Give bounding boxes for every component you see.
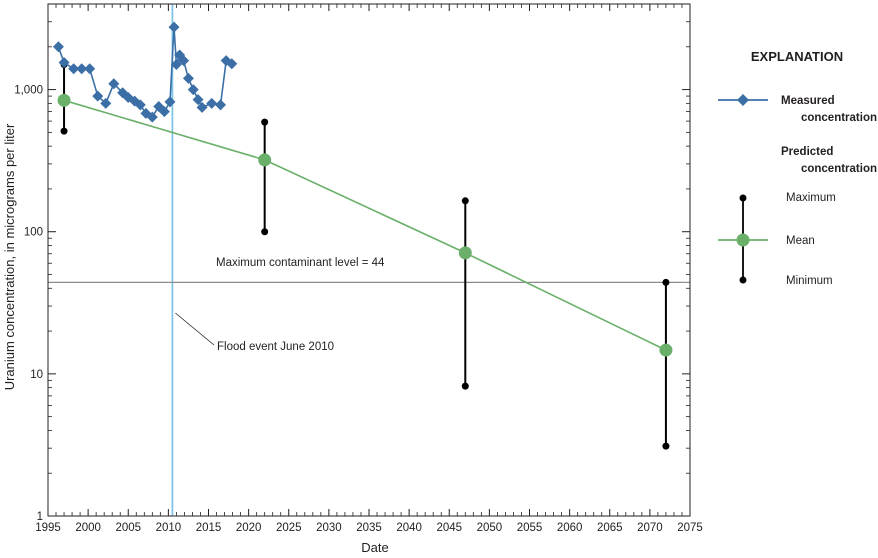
plot-area — [48, 4, 690, 516]
measured-point-17 — [168, 21, 180, 33]
measured-point-7 — [108, 78, 120, 90]
x-tick-label: 2065 — [597, 522, 623, 534]
x-tick-label: 2010 — [156, 522, 182, 534]
y-tick-label: 100 — [24, 227, 43, 239]
predicted-max-point — [461, 197, 469, 205]
measured-point-1 — [58, 57, 70, 69]
y-axis-label: Uranium concentration, in micrograms per… — [2, 123, 17, 390]
legend-mean-label: Mean — [786, 235, 815, 247]
predicted-mean-point-3 — [659, 343, 673, 357]
legend-title: EXPLANATION — [751, 49, 843, 64]
measured-point-3 — [76, 63, 88, 75]
x-tick-label: 2040 — [396, 522, 422, 534]
predicted-mean-point-2 — [458, 246, 472, 260]
legend-measured-label: Measured — [781, 95, 835, 107]
measured-point-20 — [178, 55, 190, 67]
measured-point-18 — [170, 59, 182, 71]
measured-point-2 — [68, 63, 80, 75]
measured-point-21 — [182, 72, 194, 84]
x-tick-label: 2030 — [316, 522, 342, 534]
measured-point-26 — [215, 99, 227, 111]
measured-point-4 — [84, 63, 96, 75]
mcl-label: Maximum contaminant level = 44 — [216, 257, 385, 269]
measured-point-0 — [52, 41, 64, 53]
axes: 1995 2000 2005 2010 2015 2020 2025 2030 2035 2040… — [14, 3, 703, 534]
legend-min-label: Minimum — [786, 275, 833, 287]
x-tick-label: 2055 — [517, 522, 543, 534]
x-tick-label: 2015 — [196, 522, 222, 534]
x-tick-label: 2005 — [115, 522, 141, 534]
measured-point-6 — [100, 97, 112, 109]
flood-event-label: Flood event June 2010 — [217, 341, 334, 353]
measured-point-5 — [92, 90, 104, 102]
predicted-max-point — [662, 278, 670, 286]
measured-point-16 — [164, 96, 176, 108]
predicted-min-point — [461, 382, 469, 390]
x-tick-label: 2025 — [276, 522, 302, 534]
measured-point-22 — [187, 84, 199, 96]
legend-measured-label-2: concentration — [801, 112, 877, 124]
x-tick-label: 2035 — [356, 522, 382, 534]
predicted-mean-line — [63, 99, 667, 351]
y-tick-label: 1,000 — [14, 85, 43, 97]
predicted-max-point — [261, 118, 269, 126]
legend: EXPLANATION Measured concentration Predi… — [718, 49, 877, 287]
x-tick-label: 2075 — [677, 522, 703, 534]
measured-point-11 — [134, 99, 146, 111]
measured-point-8 — [117, 87, 129, 99]
y-tick-label: 10 — [30, 369, 43, 381]
predicted-min-point — [261, 228, 269, 236]
legend-range-symbol — [718, 194, 768, 284]
measured-point-25 — [206, 97, 218, 109]
measured-point-28 — [226, 58, 238, 70]
x-tick-label: 2020 — [236, 522, 262, 534]
y-tick-label: 1 — [37, 511, 43, 523]
x-tick-label: 2000 — [75, 522, 101, 534]
x-tick-label: 2045 — [436, 522, 462, 534]
measured-point-15 — [158, 106, 170, 118]
legend-predicted-label: Predicted — [781, 146, 833, 158]
predicted-min-point — [662, 442, 670, 450]
measured-point-13 — [146, 111, 158, 123]
x-tick-label: 2050 — [477, 522, 503, 534]
x-axis-label: Date — [361, 540, 388, 555]
x-tick-label: 2070 — [637, 522, 663, 534]
legend-predicted-label-2: concentration — [801, 163, 877, 175]
legend-measured-symbol — [718, 94, 768, 106]
flood-leader-line — [175, 312, 215, 346]
x-tick-label: 1995 — [35, 522, 61, 534]
legend-max-label: Maximum — [786, 192, 836, 204]
predicted-mean-point-1 — [258, 153, 272, 167]
measured-point-24 — [196, 101, 208, 113]
x-tick-label: 2060 — [557, 522, 583, 534]
measured-line — [57, 27, 233, 119]
predicted-min-point — [60, 127, 68, 135]
measured-point-23 — [192, 94, 204, 106]
predicted-mean-point-0 — [57, 93, 71, 107]
